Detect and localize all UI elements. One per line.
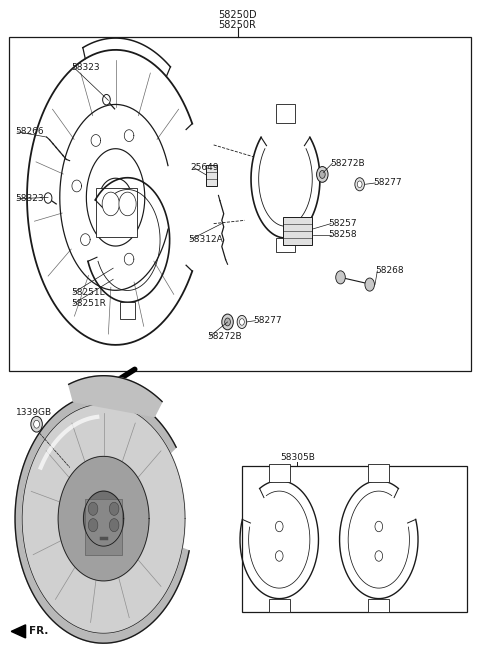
Text: 58305B: 58305B: [280, 453, 315, 462]
Circle shape: [375, 551, 383, 561]
Circle shape: [240, 319, 244, 325]
Circle shape: [365, 278, 374, 291]
Circle shape: [336, 271, 345, 284]
Text: 58251L: 58251L: [72, 288, 105, 297]
Circle shape: [34, 420, 39, 428]
Bar: [283, 217, 312, 244]
Text: 58312A: 58312A: [188, 235, 223, 244]
Text: 58258: 58258: [328, 230, 357, 239]
Circle shape: [225, 318, 230, 326]
Circle shape: [276, 521, 283, 532]
Text: 58277: 58277: [373, 179, 402, 187]
Circle shape: [44, 193, 52, 203]
Text: 58323: 58323: [72, 63, 100, 72]
Circle shape: [357, 181, 362, 187]
Circle shape: [102, 192, 120, 215]
Polygon shape: [15, 394, 189, 643]
Text: FR.: FR.: [29, 626, 49, 637]
Text: 1339GB: 1339GB: [16, 408, 52, 417]
Bar: [96, 187, 137, 237]
Bar: [9, 37, 471, 371]
Circle shape: [109, 502, 119, 515]
Circle shape: [276, 551, 283, 561]
Text: 58250R: 58250R: [219, 20, 256, 30]
Text: 58272B: 58272B: [330, 159, 365, 168]
Bar: [242, 466, 468, 612]
Circle shape: [222, 314, 233, 330]
Bar: [120, 302, 135, 319]
Circle shape: [109, 518, 119, 532]
Text: 25649: 25649: [191, 163, 219, 171]
Polygon shape: [22, 404, 185, 633]
Text: 58268: 58268: [375, 266, 404, 275]
Bar: [368, 464, 389, 482]
Circle shape: [317, 167, 328, 182]
Text: 58251R: 58251R: [72, 299, 107, 308]
Bar: [276, 104, 295, 124]
Text: 58250D: 58250D: [218, 10, 257, 20]
Circle shape: [355, 177, 364, 191]
Bar: [276, 238, 295, 252]
Circle shape: [375, 521, 383, 532]
Bar: [206, 165, 217, 185]
Bar: [269, 599, 290, 612]
Bar: [85, 499, 122, 555]
Text: 58266: 58266: [15, 127, 44, 136]
Polygon shape: [69, 376, 162, 417]
Polygon shape: [11, 625, 25, 638]
Text: 58277: 58277: [253, 316, 282, 325]
Circle shape: [88, 518, 98, 532]
Text: 58323: 58323: [15, 194, 44, 203]
Circle shape: [88, 502, 98, 515]
Circle shape: [119, 192, 136, 215]
Text: 58272B: 58272B: [207, 332, 242, 341]
Circle shape: [31, 417, 42, 432]
Circle shape: [103, 95, 110, 105]
Polygon shape: [84, 491, 124, 546]
Bar: [269, 464, 290, 482]
Circle shape: [320, 171, 325, 178]
Bar: [368, 599, 389, 612]
Circle shape: [237, 315, 247, 328]
Polygon shape: [58, 457, 149, 581]
Text: 58257: 58257: [328, 219, 357, 228]
